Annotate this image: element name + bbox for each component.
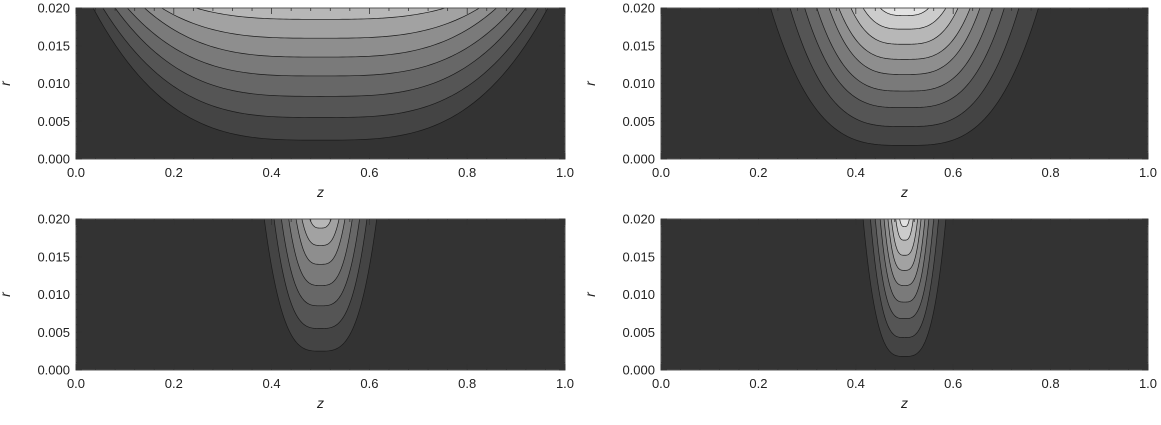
x-tick-label: 0.2 — [165, 165, 183, 180]
x-tick-label: 1.0 — [1139, 165, 1157, 180]
y-tick-label: 0.020 — [37, 1, 70, 16]
x-tick-label: 0.6 — [360, 376, 378, 391]
contour-level-8 — [862, 8, 947, 30]
y-tick-label: 0.005 — [37, 325, 70, 340]
y-tick-label: 0.010 — [37, 287, 70, 302]
x-tick-label: 1.0 — [1139, 376, 1157, 391]
x-tick-label: 0.4 — [263, 376, 281, 391]
x-axis-label: z — [900, 184, 908, 200]
y-tick-label: 0.020 — [37, 212, 70, 227]
y-tick-label: 0.010 — [622, 287, 655, 302]
x-tick-label: 0.4 — [847, 165, 865, 180]
y-axis-label: r — [582, 80, 598, 86]
x-tick-label: 0.4 — [847, 376, 865, 391]
contour-panel-2: 0.0 0.2 0.4 0.6 0.8 1.0 0.000 0.005 0.010 0.015 0.… — [582, 1, 1157, 201]
contour-level-7 — [195, 8, 446, 20]
x-tick-label: 0.8 — [458, 376, 476, 391]
y-tick-label: 0.000 — [622, 152, 655, 167]
y-tick-label: 0.015 — [37, 249, 70, 264]
x-tick-label: 0.4 — [263, 165, 281, 180]
contour-level-7 — [309, 219, 332, 229]
x-tick-label: 0.6 — [944, 165, 962, 180]
y-tick-label: 0.015 — [622, 249, 655, 264]
y-tick-label: 0.010 — [37, 76, 70, 91]
x-axis-label: z — [900, 395, 908, 411]
contour-panel-4: 0.0 0.2 0.4 0.6 0.8 1.0 0.000 0.005 0.010 0.015 0.… — [582, 212, 1157, 412]
x-tick-label: 0.6 — [944, 376, 962, 391]
x-tick-label: 1.0 — [556, 376, 574, 391]
contour-level-6 — [301, 219, 340, 246]
y-tick-label: 0.005 — [37, 114, 70, 129]
y-tick-label: 0.015 — [37, 38, 70, 53]
contour-level-9 — [899, 219, 910, 227]
x-tick-label: 0.2 — [749, 165, 767, 180]
y-tick-label: 0.020 — [622, 212, 655, 227]
x-axis-label: z — [316, 184, 324, 200]
x-tick-label: 0.8 — [458, 165, 476, 180]
x-tick-label: 1.0 — [556, 165, 574, 180]
y-tick-label: 0.000 — [37, 152, 70, 167]
contour-level-9 — [879, 8, 930, 16]
x-tick-label: 0.0 — [652, 376, 670, 391]
y-tick-label: 0.005 — [622, 325, 655, 340]
contour-panel-3: 0.0 0.2 0.4 0.6 0.8 1.0 0.000 0.005 0.010 0.015 0.… — [0, 212, 574, 412]
y-tick-label: 0.015 — [622, 38, 655, 53]
y-axis-label: r — [0, 291, 13, 297]
y-tick-label: 0.000 — [37, 363, 70, 378]
x-tick-label: 0.6 — [360, 165, 378, 180]
x-tick-label: 0.0 — [67, 376, 85, 391]
y-tick-label: 0.005 — [622, 114, 655, 129]
x-axis-label: z — [316, 395, 324, 411]
contour-level-8 — [895, 219, 914, 241]
y-axis-label: r — [582, 291, 598, 297]
y-tick-label: 0.000 — [622, 363, 655, 378]
x-tick-label: 0.2 — [165, 376, 183, 391]
y-tick-label: 0.020 — [622, 1, 655, 16]
x-tick-label: 0.0 — [652, 165, 670, 180]
y-axis-label: r — [0, 80, 13, 86]
x-tick-label: 0.8 — [1042, 376, 1060, 391]
x-tick-label: 0.8 — [1042, 165, 1060, 180]
y-tick-label: 0.010 — [622, 76, 655, 91]
x-tick-label: 0.2 — [749, 376, 767, 391]
contour-panel-1: 0.0 0.2 0.4 0.6 0.8 1.0 0.000 0.005 0.010 0.015 0.… — [0, 1, 574, 201]
x-tick-label: 0.0 — [67, 165, 85, 180]
